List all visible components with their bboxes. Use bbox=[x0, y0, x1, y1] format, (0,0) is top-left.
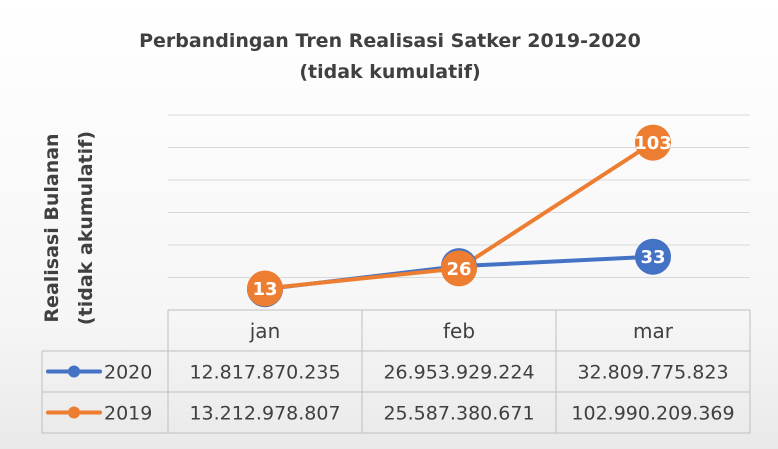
legend-key-marker bbox=[68, 365, 80, 378]
x-tick-label: mar bbox=[633, 319, 674, 343]
table-cell-value: 26.953.929.224 bbox=[383, 362, 534, 384]
table-cell-value: 25.587.380.671 bbox=[383, 403, 534, 425]
legend-key-marker bbox=[68, 406, 80, 419]
legend-series-name: 2019 bbox=[104, 403, 152, 425]
data-label-2019: 13 bbox=[252, 279, 277, 300]
table-cell-value: 32.809.775.823 bbox=[577, 362, 728, 384]
chart-title-line-2: (tidak kumulatif) bbox=[299, 61, 480, 83]
y-axis-title-line-2: (tidak akumulatif) bbox=[75, 131, 97, 325]
table-cell-value: 12.817.870.235 bbox=[189, 362, 340, 384]
table-cell-value: 102.990.209.369 bbox=[571, 403, 734, 425]
x-tick-label: jan bbox=[249, 319, 281, 343]
data-point-2019 bbox=[635, 124, 671, 161]
data-table: jan feb mar 2020 12.817.870.235 26.953.929.22… bbox=[41, 309, 751, 434]
data-label-2019: 26 bbox=[446, 259, 471, 280]
legend-series-name: 2020 bbox=[104, 362, 152, 384]
y-axis-title: Realisasi Bulanan (tidak akumulatif) bbox=[41, 131, 97, 325]
x-tick-label: feb bbox=[443, 319, 475, 343]
data-label-2020: 33 bbox=[640, 247, 665, 268]
chart-title: Perbandingan Tren Realisasi Satker 2019-… bbox=[139, 30, 641, 83]
y-axis-title-line-1: Realisasi Bulanan bbox=[41, 133, 63, 322]
table-cell-value: 13.212.978.807 bbox=[189, 403, 340, 425]
series-markers: 1327331326103 bbox=[247, 124, 672, 308]
data-point-2019 bbox=[247, 270, 283, 307]
data-point-2019 bbox=[441, 250, 477, 287]
gridlines bbox=[168, 114, 750, 278]
data-point-2020 bbox=[635, 238, 671, 275]
chart-title-line-1: Perbandingan Tren Realisasi Satker 2019-… bbox=[139, 30, 641, 52]
data-label-2019: 103 bbox=[634, 133, 672, 154]
